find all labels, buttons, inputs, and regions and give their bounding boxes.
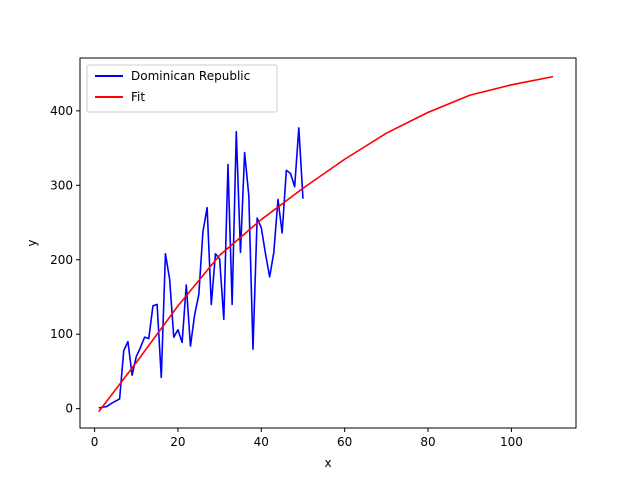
legend: Dominican Republic Fit <box>86 64 278 113</box>
series-line-dominican-republic <box>98 127 304 409</box>
x-tick-label: 80 <box>420 435 435 449</box>
y-axis-ticks: 0 100 200 300 400 <box>50 104 80 416</box>
y-tick-label: 0 <box>65 402 73 416</box>
x-tick-label: 40 <box>254 435 269 449</box>
x-tick-label: 100 <box>500 435 523 449</box>
series-line-fit <box>98 75 554 413</box>
series-layer <box>98 75 554 413</box>
plot-frame <box>79 57 577 429</box>
plot-area <box>80 58 576 428</box>
x-tick-label: 20 <box>170 435 185 449</box>
y-tick-label: 100 <box>50 327 73 341</box>
x-tick-label: 0 <box>91 435 99 449</box>
legend-label-fit: Fit <box>131 90 145 104</box>
y-tick-label: 300 <box>50 178 73 192</box>
x-axis-ticks: 0 20 40 60 80 100 <box>91 428 523 449</box>
y-tick-label: 400 <box>50 104 73 118</box>
x-axis-label: x <box>324 456 331 470</box>
legend-box <box>86 64 278 113</box>
y-tick-label: 200 <box>50 253 73 267</box>
x-tick-label: 60 <box>337 435 352 449</box>
legend-label-dominican-republic: Dominican Republic <box>131 69 250 83</box>
y-axis-label: y <box>25 239 39 246</box>
